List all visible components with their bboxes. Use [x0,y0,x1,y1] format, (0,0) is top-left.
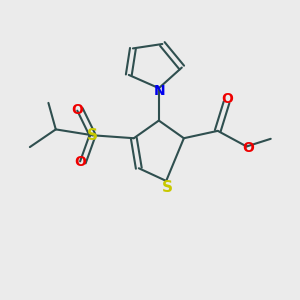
Text: O: O [72,103,83,117]
Text: O: O [75,155,86,169]
Text: S: S [87,128,98,143]
Text: N: N [154,83,165,98]
Text: O: O [242,141,254,155]
Text: S: S [162,180,173,195]
Text: O: O [221,92,233,106]
